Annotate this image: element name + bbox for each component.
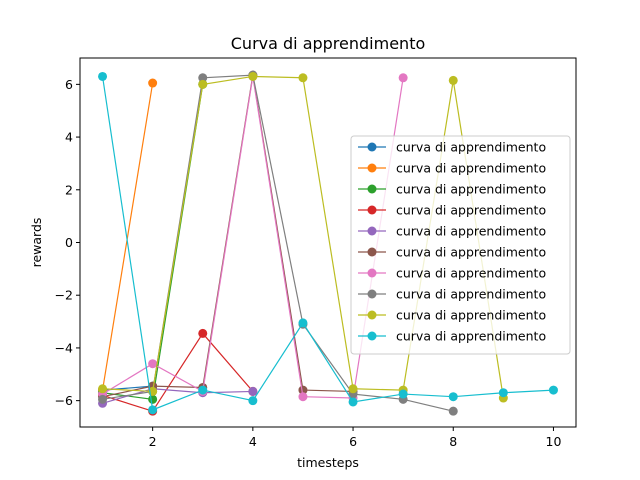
plot-area <box>98 70 558 416</box>
y-tick-label: 6 <box>65 77 73 92</box>
data-point <box>198 73 208 83</box>
series-line <box>102 332 254 412</box>
legend-box <box>350 135 571 355</box>
series-line <box>101 76 554 411</box>
data-point <box>248 386 258 396</box>
series-line <box>102 388 253 404</box>
axes-frame <box>79 57 577 428</box>
legend-marker <box>367 289 377 299</box>
legend-label: curva di apprendimento <box>396 182 546 197</box>
legend-item: curva di apprendimento <box>358 224 546 239</box>
legend-marker <box>367 205 377 215</box>
data-point <box>348 397 358 407</box>
legend-marker <box>367 142 377 152</box>
data-point <box>198 385 208 395</box>
legend-label: curva di apprendimento <box>396 245 546 260</box>
legend-marker <box>367 184 377 194</box>
axis-ticks: 2 4 6 8 10 −6 −4 −2 0 2 4 6 <box>55 77 562 449</box>
legend-label: curva di apprendimento <box>396 266 546 281</box>
data-point <box>98 384 108 394</box>
legend-label: curva di apprendimento <box>396 140 546 155</box>
legend-label: curva di apprendimento <box>396 161 546 176</box>
data-point <box>98 394 108 404</box>
legend-item: curva di apprendimento <box>358 308 546 323</box>
y-tick-label: −6 <box>55 393 73 408</box>
y-tick-label: 4 <box>65 130 73 145</box>
y-tick-label: −4 <box>55 340 73 355</box>
data-point <box>448 406 458 416</box>
series-line <box>101 82 154 391</box>
data-point <box>548 385 558 395</box>
legend-label: curva di apprendimento <box>396 287 546 302</box>
data-point <box>298 73 308 83</box>
data-point <box>148 78 158 88</box>
y-tick-label: −2 <box>55 288 73 303</box>
data-point <box>148 359 158 369</box>
legend-marker <box>367 226 377 236</box>
y-axis-label: rewards <box>29 218 44 268</box>
data-point <box>298 318 308 328</box>
data-point <box>198 79 208 89</box>
legend-item: curva di apprendimento <box>358 182 546 197</box>
x-tick-label: 8 <box>449 434 457 449</box>
data-point <box>148 394 158 404</box>
legend-marker <box>367 331 377 341</box>
x-tick-label: 6 <box>349 434 357 449</box>
data-point <box>98 71 108 81</box>
chart-title: Curva di apprendimento <box>231 34 426 53</box>
legend-marker <box>367 163 377 173</box>
legend-item: curva di apprendimento <box>358 266 546 281</box>
y-tick-label: 0 <box>65 235 73 250</box>
data-point <box>398 73 408 83</box>
legend-label: curva di apprendimento <box>396 224 546 239</box>
data-point <box>198 328 208 338</box>
y-tick-label: 2 <box>65 182 73 197</box>
legend: curva di apprendimento curva di apprendim… <box>350 135 571 355</box>
legend-label: curva di apprendimento <box>396 329 546 344</box>
legend-item: curva di apprendimento <box>358 203 546 218</box>
data-point <box>348 384 358 394</box>
data-point <box>398 389 408 399</box>
data-point <box>448 392 458 402</box>
series-10 <box>98 71 558 415</box>
legend-marker <box>367 247 377 257</box>
x-axis-label: timesteps <box>297 455 359 470</box>
data-point <box>298 385 308 395</box>
x-tick-label: 10 <box>546 434 562 449</box>
x-tick-label: 2 <box>149 434 157 449</box>
legend-marker <box>367 310 377 320</box>
data-point <box>298 392 308 402</box>
data-point <box>148 405 158 415</box>
data-point <box>498 388 508 398</box>
legend-item: curva di apprendimento <box>358 140 546 155</box>
data-point <box>448 75 458 85</box>
legend-item: curva di apprendimento <box>358 329 546 344</box>
legend-item: curva di apprendimento <box>358 245 546 260</box>
legend-label: curva di apprendimento <box>396 308 546 323</box>
data-point <box>248 71 258 81</box>
legend-item: curva di apprendimento <box>358 287 546 302</box>
legend-item: curva di apprendimento <box>358 161 546 176</box>
data-point <box>248 396 258 406</box>
legend-label: curva di apprendimento <box>396 203 546 218</box>
x-tick-label: 4 <box>249 434 257 449</box>
legend-marker <box>367 268 377 278</box>
